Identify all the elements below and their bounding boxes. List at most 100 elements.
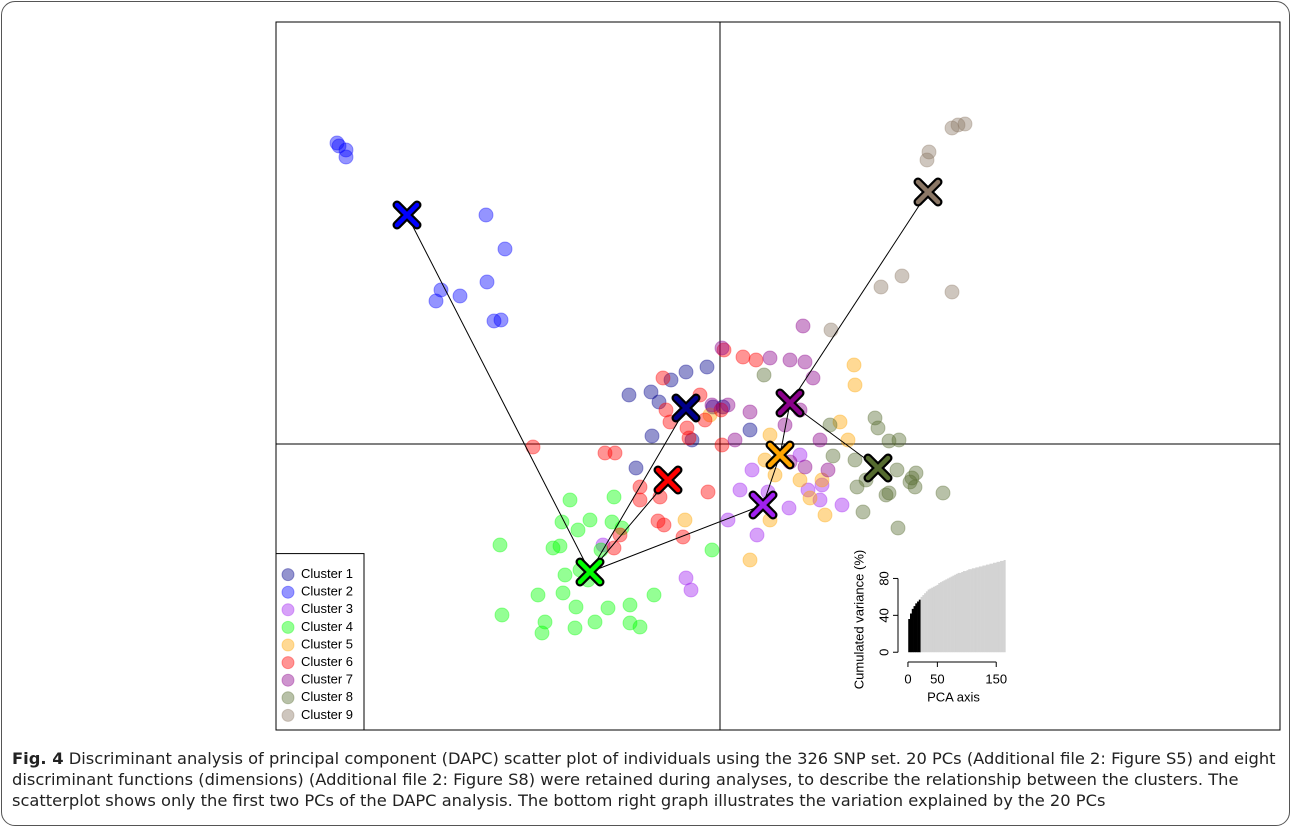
point: [825, 448, 841, 464]
centroid: [748, 490, 778, 520]
inset-bar: [984, 565, 987, 653]
point: [478, 207, 494, 223]
legend-label: Cluster 4: [301, 619, 353, 634]
inset-bar: [968, 569, 971, 653]
inset-bar: [910, 613, 913, 653]
point: [908, 465, 924, 481]
inset-bar: [962, 571, 966, 653]
inset-x-tick-label: 0: [904, 671, 911, 686]
point: [644, 428, 660, 444]
point: [597, 445, 613, 461]
inset-bar: [966, 570, 969, 653]
centroid-cross: [655, 467, 681, 493]
point: [817, 507, 833, 523]
point: [720, 512, 736, 528]
inset-bar: [970, 569, 973, 653]
point: [814, 472, 830, 488]
inset-bar: [940, 582, 943, 653]
point: [545, 540, 561, 556]
centroid: [653, 465, 683, 495]
point: [890, 520, 906, 536]
point: [494, 607, 510, 623]
centroid-cross: [394, 202, 420, 228]
point: [570, 522, 586, 538]
inset-bar: [971, 568, 974, 653]
point: [881, 433, 897, 449]
point: [658, 402, 674, 418]
inset-bar: [922, 595, 925, 653]
point: [902, 474, 918, 490]
point: [921, 144, 937, 160]
point: [873, 279, 889, 295]
inset-bar: [973, 568, 976, 653]
point: [742, 552, 758, 568]
inset-bar: [948, 577, 951, 653]
point: [338, 142, 354, 158]
point: [802, 490, 818, 506]
point: [704, 397, 720, 413]
point: [957, 116, 973, 132]
point: [732, 482, 748, 498]
mst-edge: [589, 504, 764, 573]
point: [632, 492, 648, 508]
point: [656, 517, 672, 533]
point: [606, 489, 622, 505]
point: [891, 432, 907, 448]
legend-swatch: [281, 603, 295, 617]
point: [650, 513, 666, 529]
legend-label: Cluster 5: [301, 636, 353, 651]
centroid: [775, 388, 805, 418]
point: [867, 410, 883, 426]
inset-y-tick-label: 0: [876, 649, 891, 656]
point: [646, 587, 662, 603]
inset-bar: [920, 596, 923, 653]
mst-edge: [779, 402, 791, 456]
point: [684, 432, 700, 448]
point: [479, 274, 495, 290]
legend-label: Cluster 7: [301, 672, 353, 687]
inset-bar: [959, 572, 962, 653]
inset-bar: [961, 571, 964, 653]
chart: Cluster 1 Cluster 2 Cluster 3 Cluster 4 Clus…: [275, 21, 1281, 731]
mst-edge: [406, 214, 591, 573]
point: [632, 619, 648, 635]
point: [679, 420, 695, 436]
inset-bar: [996, 561, 999, 653]
inset-bar: [915, 603, 918, 653]
point: [606, 540, 622, 556]
inset-bar: [913, 606, 916, 653]
point: [762, 350, 778, 366]
point: [814, 477, 830, 493]
point: [782, 352, 798, 368]
inset-bar: [987, 564, 990, 653]
mst-edge: [589, 407, 687, 573]
point: [812, 492, 828, 508]
caption: Fig. 4 Discriminant analysis of principa…: [12, 748, 1277, 811]
point: [805, 370, 821, 386]
point: [720, 397, 736, 413]
point: [595, 537, 611, 553]
legend-label: Cluster 8: [301, 689, 353, 704]
caption-label: Fig. 4: [12, 749, 64, 768]
point: [675, 529, 691, 545]
point: [749, 527, 765, 543]
inset-bar: [931, 587, 934, 653]
legend-label: Cluster 9: [301, 707, 353, 722]
point: [678, 570, 694, 586]
inset-y-label: Cumulated variance (%): [851, 550, 866, 689]
inset-bar: [941, 581, 944, 653]
point: [894, 268, 910, 284]
point: [628, 460, 644, 476]
inset-bar: [998, 561, 1001, 653]
point: [855, 504, 871, 520]
point: [428, 293, 444, 309]
point: [878, 487, 894, 503]
point: [607, 445, 623, 461]
inset-x-tick-label: 150: [985, 671, 1007, 686]
point: [713, 402, 729, 418]
inset-bar: [964, 571, 967, 653]
inset-bar: [952, 575, 955, 653]
inset-bar: [925, 591, 928, 653]
